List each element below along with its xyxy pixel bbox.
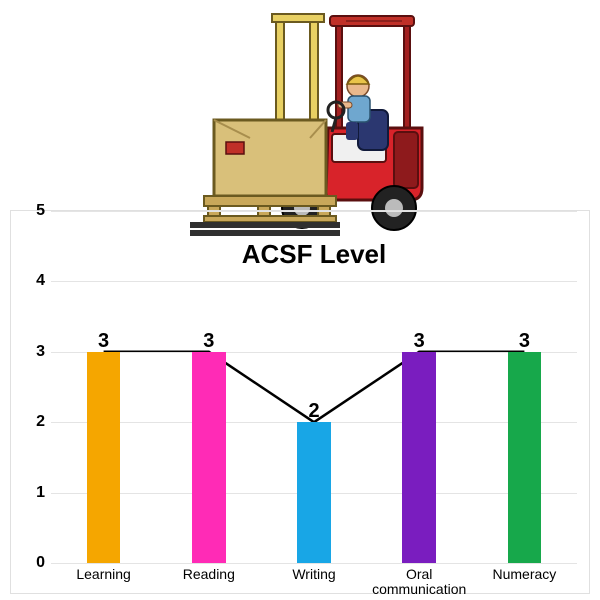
bar <box>508 352 542 563</box>
x-tick-label: Learning <box>51 567 156 582</box>
plot-area: ACSF Level 01234533233 <box>51 211 577 563</box>
data-label: 3 <box>203 330 214 353</box>
bar <box>297 422 331 563</box>
y-tick-label: 0 <box>23 554 45 572</box>
gridline <box>51 352 577 353</box>
bar <box>192 352 226 563</box>
x-tick-label: Numeracy <box>472 567 577 582</box>
forklift-svg <box>160 10 440 240</box>
forklift-illustration <box>160 10 440 240</box>
y-tick-label: 4 <box>23 272 45 290</box>
bar <box>402 352 436 563</box>
data-label: 2 <box>308 400 319 423</box>
y-tick-label: 5 <box>23 202 45 220</box>
y-tick-label: 2 <box>23 413 45 431</box>
data-label: 3 <box>414 330 425 353</box>
gridline <box>51 281 577 282</box>
y-tick-label: 3 <box>23 343 45 361</box>
x-tick-label: Reading <box>156 567 261 582</box>
gridline <box>51 211 577 212</box>
y-tick-label: 1 <box>23 484 45 502</box>
data-label: 3 <box>519 330 530 353</box>
x-tick-label: Writing <box>261 567 366 582</box>
gridline <box>51 563 577 564</box>
x-tick-label: Oralcommunication <box>367 567 472 598</box>
chart-container: ACSF Level 01234533233 LearningReadingWr… <box>10 210 590 594</box>
data-label: 3 <box>98 330 109 353</box>
bar <box>87 352 121 563</box>
